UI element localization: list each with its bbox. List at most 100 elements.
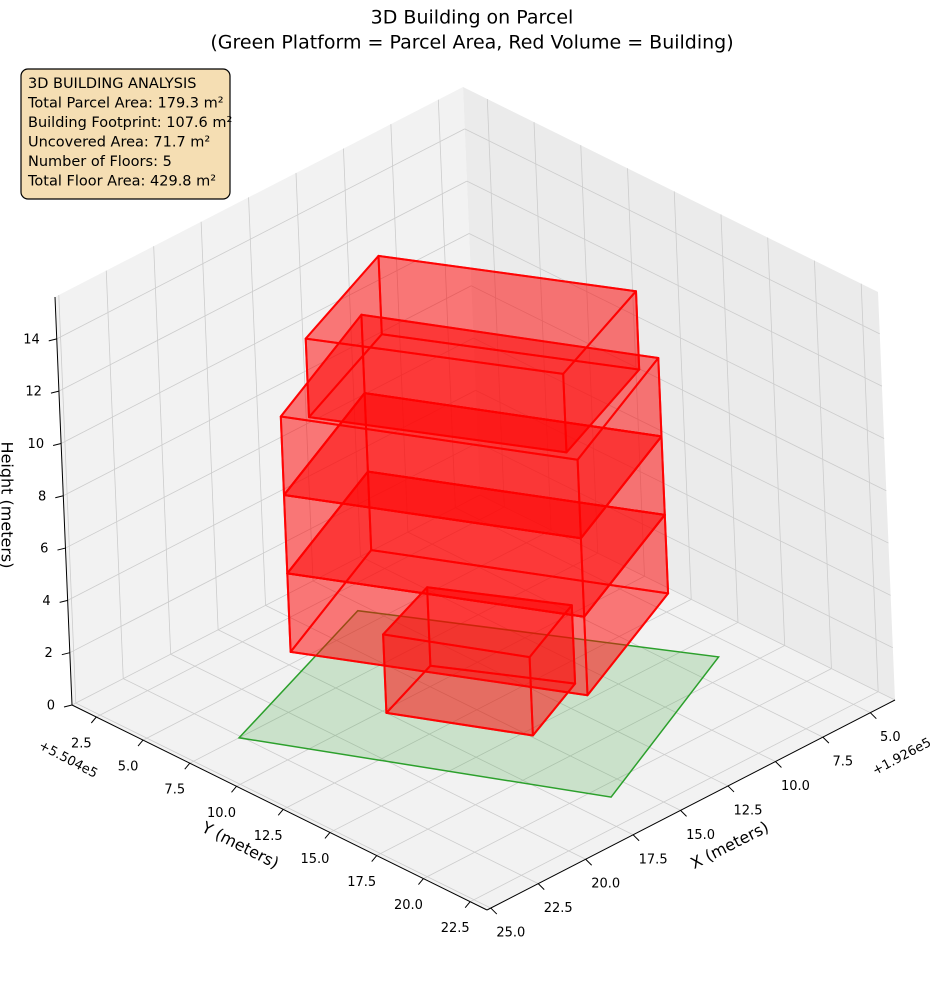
y-tick — [90, 716, 97, 724]
grid-line — [468, 233, 885, 439]
x-tick — [537, 883, 545, 890]
floor-top — [382, 586, 573, 659]
x-tick-label: 15.0 — [686, 828, 715, 843]
z-tick-label: 8 — [38, 489, 46, 504]
grid-line — [283, 598, 692, 810]
pane-right — [463, 87, 895, 700]
info-line: Uncovered Area: 71.7 m² — [28, 135, 210, 151]
info-line: Total Floor Area: 429.8 m² — [27, 174, 216, 190]
grid-line — [248, 197, 266, 606]
grid-line — [767, 237, 786, 646]
x-axis-line — [486, 699, 896, 911]
y-tick-label: 10.0 — [207, 806, 236, 821]
y-tick — [137, 739, 144, 747]
grid-line — [65, 337, 474, 549]
floor — [283, 392, 666, 618]
info-box: 3D BUILDING ANALYSIS Total Parcel Area: 1… — [20, 68, 232, 200]
z-tick — [50, 390, 60, 394]
grid-line — [477, 442, 893, 649]
plot-area: 2.5 5.0 7.5 10.0 12.5 15.0 17.5 20.0 22.5 5.0 7.5 1… — [23, 87, 901, 941]
y-tick-label: 12.5 — [254, 829, 283, 844]
grid-line — [71, 494, 481, 706]
x-tick — [490, 907, 498, 915]
grid-line — [75, 702, 491, 909]
floor — [286, 470, 670, 697]
z-tick-label: 4 — [42, 594, 50, 609]
z-tick — [61, 652, 70, 656]
z-tick — [52, 442, 62, 446]
x-axis-label: X (meters) — [687, 817, 771, 873]
grid-line — [360, 556, 776, 762]
grid-line — [312, 580, 729, 787]
y-tick — [464, 901, 471, 909]
grid-line — [67, 390, 476, 601]
grid-line — [580, 145, 599, 554]
grid-line — [56, 128, 465, 340]
y-tick-label: 15.0 — [300, 852, 329, 867]
z-tick-label: 0 — [47, 699, 55, 714]
grid-line — [58, 295, 77, 704]
x-tick-label: 12.5 — [734, 803, 763, 818]
info-line: Number of Floors: 5 — [28, 154, 172, 170]
z-tick — [57, 547, 66, 551]
z-tick — [63, 704, 73, 708]
grid-line — [479, 494, 896, 701]
grid-line — [123, 678, 539, 884]
z-axis-label: Height (meters) — [0, 442, 17, 569]
grid-line — [437, 99, 456, 508]
floor-top — [304, 254, 637, 375]
grid-line — [217, 629, 634, 836]
grid-line — [673, 191, 692, 600]
grid-line — [469, 691, 879, 903]
y-tick — [277, 809, 284, 816]
x-tick-label: 25.0 — [496, 926, 525, 941]
grid-line — [533, 122, 552, 531]
grid-line — [720, 214, 739, 623]
grid-line — [343, 148, 361, 557]
x-tick-label: 7.5 — [833, 755, 854, 770]
grid-line — [814, 260, 832, 669]
y-tick — [231, 785, 237, 793]
y-axis-line — [71, 704, 488, 911]
grid-line — [390, 124, 409, 533]
grid-line — [473, 337, 889, 544]
z-tick — [48, 338, 57, 342]
grid-line — [464, 128, 880, 335]
y-tick-label: 22.5 — [441, 921, 470, 936]
grid-line — [189, 552, 598, 764]
grid-line — [142, 529, 552, 741]
grid-line — [200, 221, 219, 630]
y-axis-label: Y (meters) — [198, 817, 282, 872]
x-tick — [632, 834, 640, 842]
y-tick — [184, 762, 191, 770]
grid-line — [376, 645, 785, 856]
x-tick-label: 22.5 — [544, 901, 573, 916]
info-heading: 3D BUILDING ANALYSIS — [28, 76, 196, 92]
x-tick — [727, 785, 735, 793]
floor-top — [279, 313, 660, 461]
z-tick — [59, 599, 68, 603]
grid-line — [466, 180, 883, 387]
info-box-background — [20, 68, 231, 200]
y-tick-label: 2.5 — [71, 737, 92, 752]
x-tick — [869, 712, 877, 720]
x-tick — [585, 858, 593, 866]
x-tick — [775, 761, 782, 768]
grid-line — [295, 172, 314, 581]
y-tick — [418, 878, 424, 885]
floor — [304, 254, 641, 454]
y-tick-label: 20.0 — [394, 898, 423, 913]
x-tick — [680, 810, 687, 817]
grid-line — [329, 622, 739, 833]
grid-line — [860, 283, 879, 692]
z-tick — [55, 495, 64, 499]
z-tick-label: 10 — [28, 437, 45, 452]
grid-line — [455, 507, 871, 714]
y-tick — [371, 855, 378, 862]
grid-line — [170, 653, 586, 860]
grid-line — [265, 605, 681, 811]
y-tick-label: 7.5 — [164, 783, 185, 798]
z-tick-label: 2 — [45, 646, 53, 661]
info-line: Total Parcel Area: 179.3 m² — [27, 96, 224, 112]
